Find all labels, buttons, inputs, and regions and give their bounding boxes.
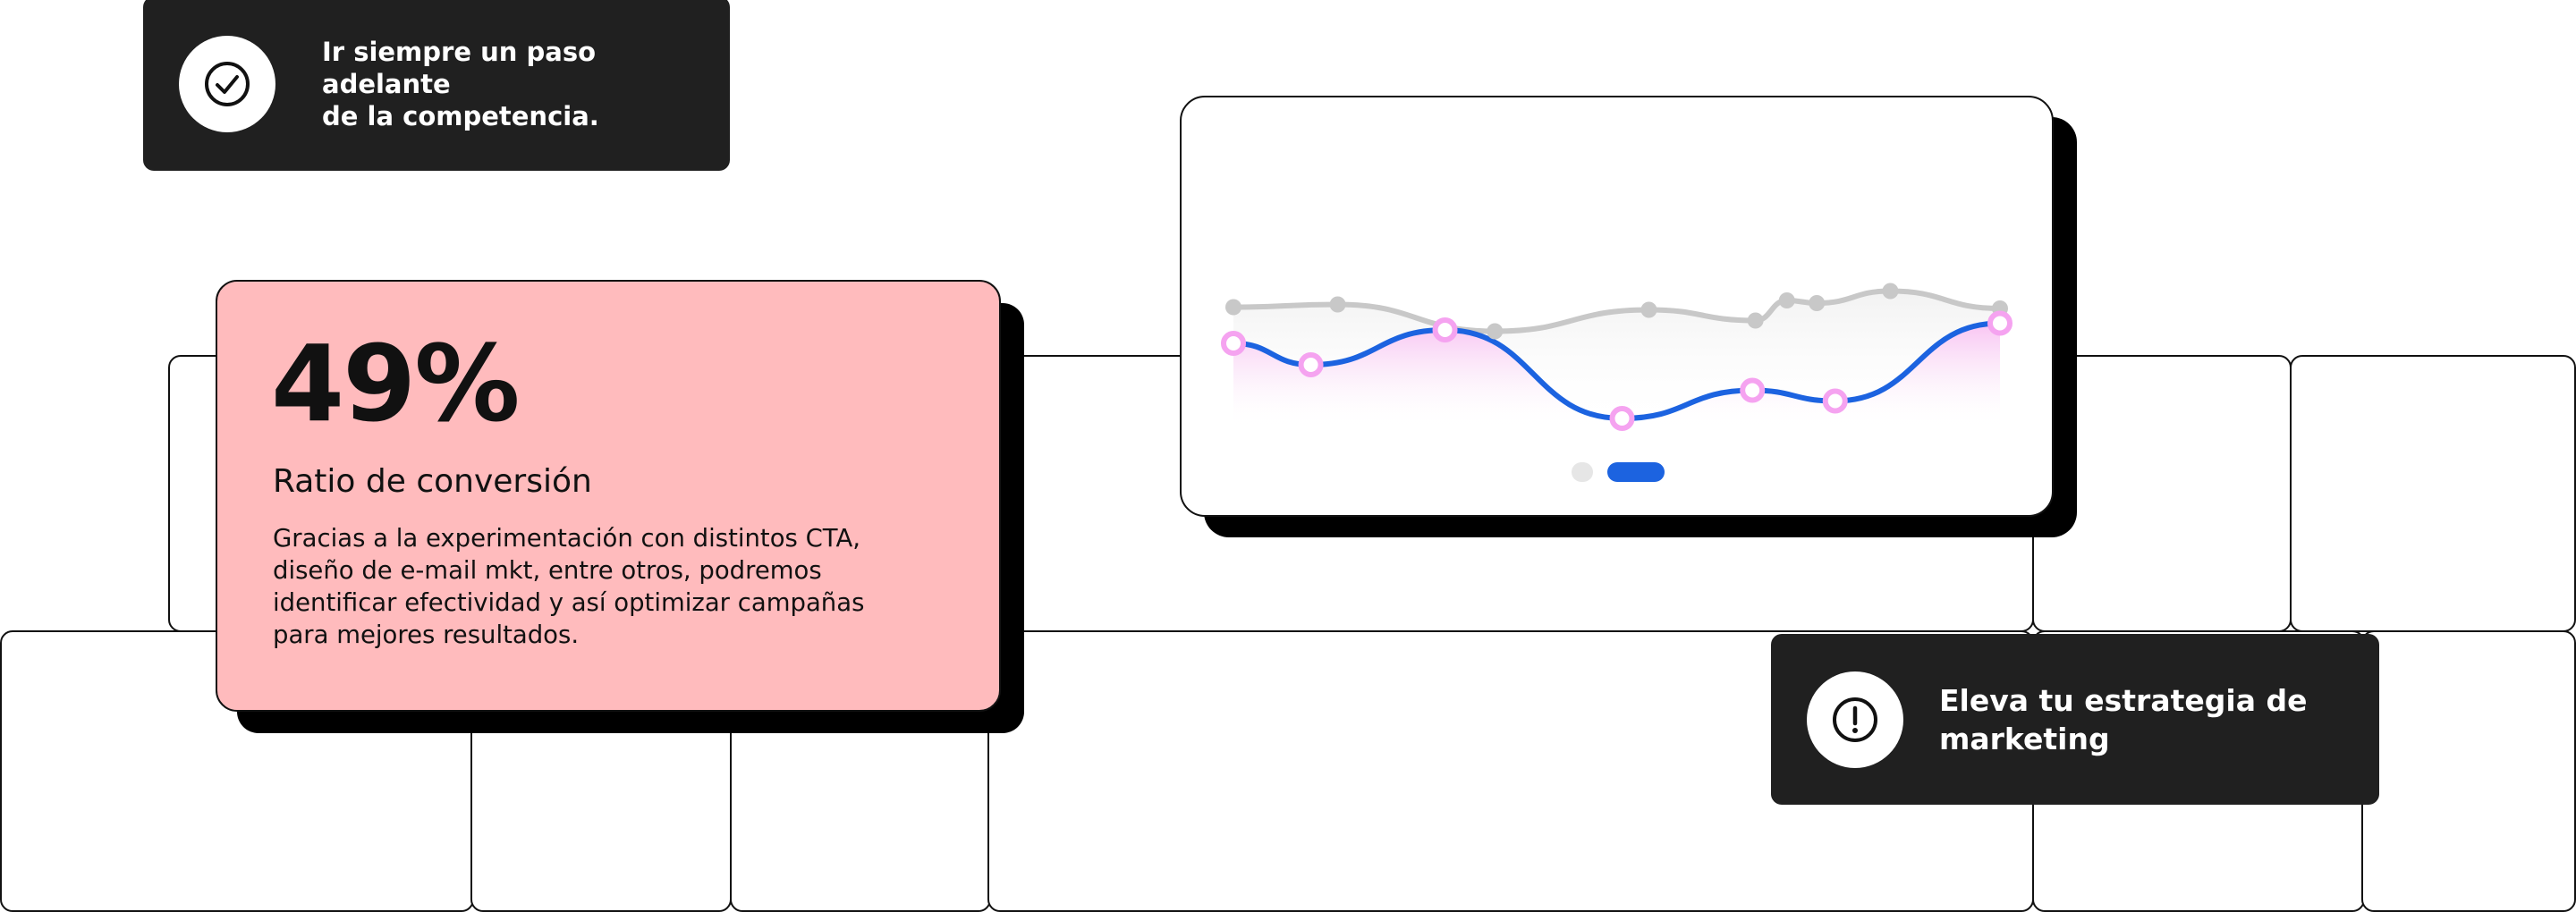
- description-line: para mejores resultados.: [273, 621, 580, 649]
- blue-series-point: [1822, 388, 1848, 414]
- description-line: diseño de e-mail mkt, entre otros, podre…: [273, 556, 822, 585]
- notification-line: Eleva tu estrategia de: [1939, 682, 2308, 718]
- stat-title: Ratio de conversión: [273, 463, 592, 500]
- blue-series-point: [1609, 406, 1635, 431]
- description-line: identificar efectividad y así optimizar …: [273, 588, 865, 617]
- grey-series-point: [1225, 299, 1241, 316]
- grid-tile: [2361, 630, 2576, 912]
- exclamation-circle-icon: [1807, 671, 1903, 768]
- grey-series-point: [1640, 301, 1657, 318]
- check-circle-icon: [179, 35, 275, 132]
- pager-dot-active[interactable]: [1607, 462, 1665, 482]
- blue-series-point: [1432, 317, 1458, 342]
- blue-series-area: [1233, 323, 2000, 428]
- grey-series-point: [1487, 323, 1504, 340]
- notification-line: Ir siempre un paso adelante: [322, 36, 597, 99]
- blue-series-point: [1298, 352, 1324, 377]
- grey-series-point: [1747, 312, 1764, 329]
- grey-series-point: [1778, 292, 1795, 308]
- notification-line: marketing: [1939, 721, 2110, 756]
- blue-series-point: [1987, 310, 2012, 336]
- blue-series-point: [1221, 331, 1246, 356]
- description-line: Gracias a la experimentación con distint…: [273, 524, 861, 553]
- conversion-stat-card: 49% Ratio de conversión Gracias a la exp…: [216, 280, 1001, 712]
- grey-series-point: [1329, 296, 1346, 313]
- notification-text: Eleva tu estrategia de marketing: [1939, 681, 2307, 758]
- grey-series-point: [1882, 283, 1899, 300]
- notification-text: Ir siempre un paso adelante de la compet…: [322, 36, 730, 132]
- chart-card: [1180, 96, 2054, 517]
- top-notification-card: Ir siempre un paso adelante de la compet…: [143, 0, 730, 171]
- grey-series-point: [1809, 295, 1826, 311]
- blue-series-point: [1740, 377, 1766, 403]
- grey-series-line: [1233, 288, 2001, 334]
- stat-description: Gracias a la experimentación con distint…: [273, 522, 953, 651]
- pager-dot[interactable]: [1572, 462, 1593, 482]
- stat-value: 49%: [271, 322, 520, 445]
- bottom-notification-card: Eleva tu estrategia de marketing: [1771, 634, 2379, 805]
- line-chart: [1221, 283, 2012, 431]
- grid-tile: [2290, 355, 2576, 632]
- notification-line: de la competencia.: [322, 100, 599, 131]
